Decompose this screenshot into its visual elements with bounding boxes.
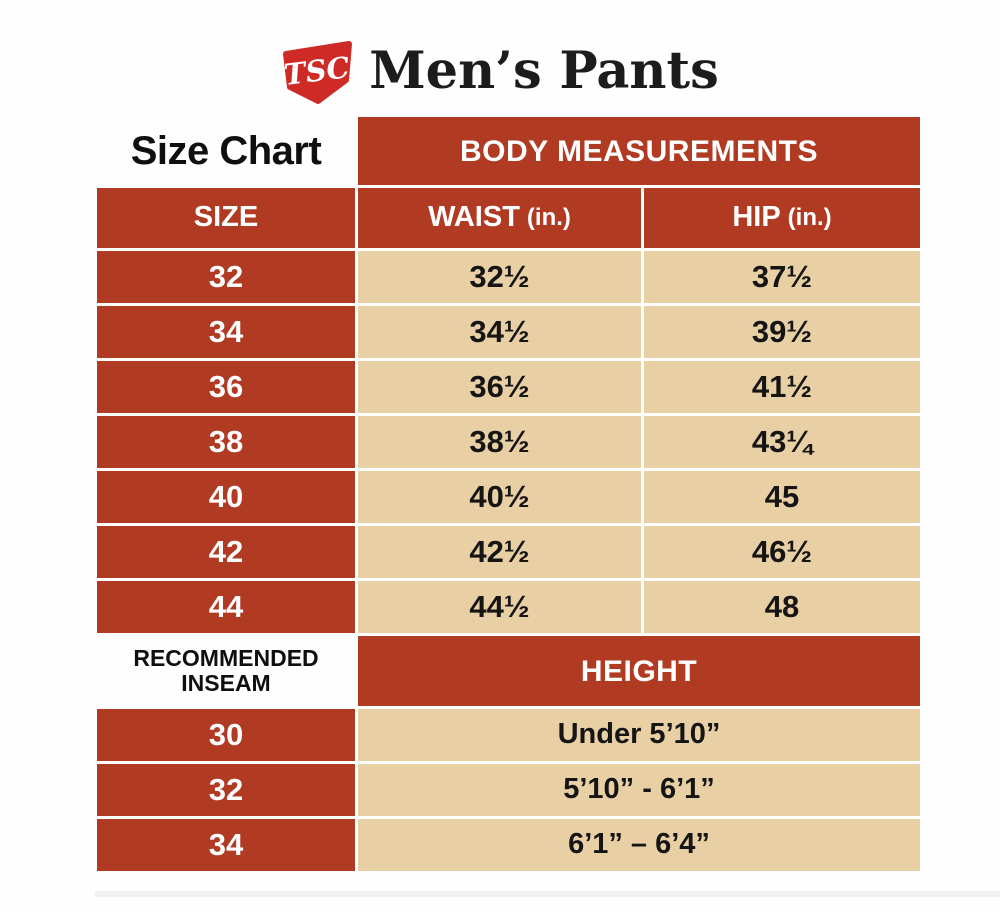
waist-cell: 32½ [358, 251, 641, 303]
hip-cell: 41½ [644, 361, 920, 413]
column-header-hip: HIP (in.) [644, 188, 920, 248]
recommended-inseam-line1: RECOMMENDED [133, 644, 319, 671]
page-title: Men’s Pants [369, 40, 719, 101]
height-cell: Under 5’10” [358, 709, 920, 761]
hip-cell: 43¼ [644, 416, 920, 468]
size-chart-table: Size Chart BODY MEASUREMENTS SIZE WAIST … [97, 117, 920, 871]
column-header-waist: WAIST (in.) [358, 188, 641, 248]
height-cell: 6’1” – 6’4” [358, 819, 920, 871]
hip-cell: 45 [644, 471, 920, 523]
size-cell: 32 [97, 251, 355, 303]
hip-cell: 39½ [644, 306, 920, 358]
size-cell: 34 [97, 306, 355, 358]
size-cell: 38 [97, 416, 355, 468]
waist-cell: 36½ [358, 361, 641, 413]
hip-label: HIP [732, 201, 781, 234]
size-cell: 40 [97, 471, 355, 523]
column-header-size: SIZE [97, 188, 355, 248]
tsc-logo-text: TSC [282, 50, 351, 92]
body-measurements-header: BODY MEASUREMENTS [358, 117, 920, 185]
inseam-cell: 34 [97, 819, 355, 871]
hip-unit-label: (in.) [787, 203, 832, 231]
page-header: TSC Men’s Pants [0, 36, 1000, 110]
waist-cell: 40½ [358, 471, 641, 523]
waist-label: WAIST [428, 201, 520, 234]
waist-cell: 42½ [358, 526, 641, 578]
height-cell: 5’10” - 6’1” [358, 764, 920, 816]
bottom-edge-strip [95, 891, 1000, 897]
inseam-cell: 30 [97, 709, 355, 761]
height-header: HEIGHT [358, 636, 920, 706]
recommended-inseam-line2: INSEAM [181, 670, 271, 696]
recommended-inseam-label: RECOMMENDED INSEAM [97, 636, 355, 706]
waist-cell: 44½ [358, 581, 641, 633]
size-chart-label: Size Chart [97, 117, 355, 185]
size-cell: 36 [97, 361, 355, 413]
tsc-logo-icon: TSC [282, 41, 353, 104]
hip-cell: 37½ [644, 251, 920, 303]
inseam-cell: 32 [97, 764, 355, 816]
size-cell: 44 [97, 581, 355, 633]
hip-cell: 46½ [644, 526, 920, 578]
hip-cell: 48 [644, 581, 920, 633]
waist-cell: 38½ [358, 416, 641, 468]
size-cell: 42 [97, 526, 355, 578]
waist-unit-label: (in.) [526, 203, 571, 231]
waist-cell: 34½ [358, 306, 641, 358]
